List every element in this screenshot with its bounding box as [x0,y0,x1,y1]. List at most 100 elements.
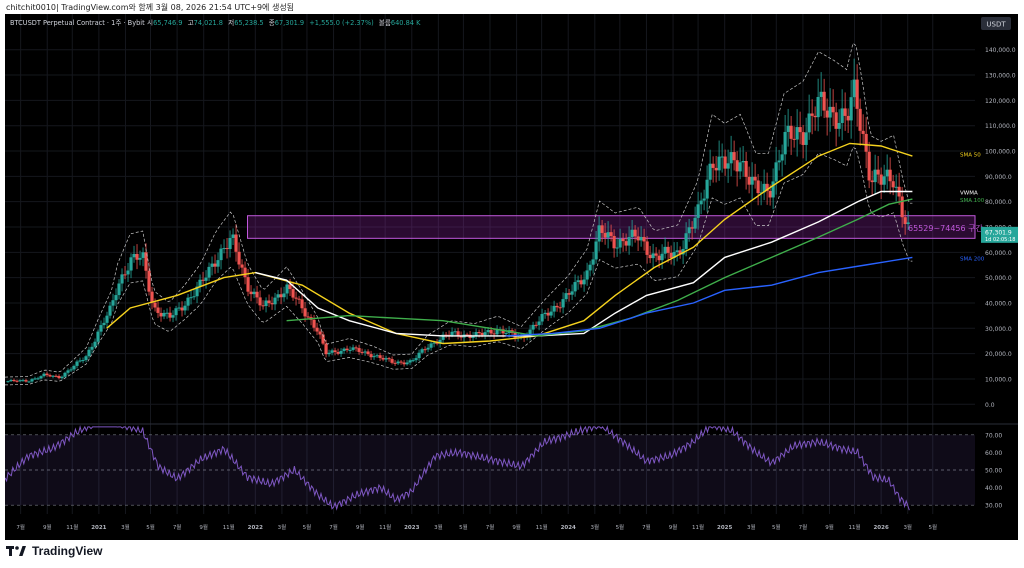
candle-body [723,156,727,169]
candle-body [486,330,490,333]
price-tick-label: 0.0 [985,402,995,409]
time-tick-label: 5월 [772,523,781,531]
candle-body [864,133,868,152]
candle-body [591,259,595,265]
candle-body [438,339,442,344]
candle-body [111,300,115,306]
candle-body [882,176,886,185]
tradingview-logo-text: TradingView [32,544,103,558]
candle-body [234,234,238,252]
candle-body [750,176,754,185]
candle-body [141,252,145,258]
price-tick-label: 50,000.0 [985,275,1012,282]
candle-body [261,305,265,307]
candle-body [585,270,589,280]
candle-body [336,352,340,354]
rsi-tick-label: 70.00 [985,432,1002,439]
last-price-value: 67,301.9 [985,229,1012,236]
candle-body [24,380,28,382]
candle-body [576,280,580,283]
time-tick-label: 3월 [903,523,912,531]
candle-body [36,378,40,380]
ma-line-vwma [255,190,913,337]
candle-body [891,181,895,188]
candle-body [414,358,418,361]
candle-body [900,196,904,218]
time-tick-label: 2021 [91,525,106,531]
candle-body [87,349,91,357]
close-value: 67,301.9 [275,19,304,27]
price-tick-label: 10,000.0 [985,376,1012,383]
candle-body [246,277,250,292]
candle-body [435,342,439,344]
candle-body [786,125,790,132]
candle-body [207,266,211,278]
candle-body [852,79,856,98]
time-tick-label: 7월 [173,523,182,531]
currency-badge[interactable] [981,17,1011,30]
candle-body [627,237,631,246]
time-tick-label: 3월 [434,523,443,531]
candle-body [861,130,865,134]
time-tick-label: 9월 [43,523,52,531]
candle-body [741,161,745,163]
candle-body [849,97,853,121]
ma-line-sma-200 [505,256,913,337]
time-tick-label: 2023 [404,525,419,531]
candle-body [75,361,79,366]
candle-body [906,222,910,225]
candle-body [726,163,730,169]
candle-body [648,254,652,259]
candle-body [171,315,175,318]
candle-body [156,307,160,313]
candle-body [135,253,139,260]
candle-body [390,359,394,363]
candle-body [351,347,355,350]
candle-body [375,355,379,357]
candle-body [378,355,382,358]
candle-body [57,376,61,379]
time-axis[interactable]: 7월 9월 11월 2021 3월 5월 7월 9월 11월 2022 3월 5월 7월 9월 11월 202… [16,523,937,531]
candle-body [795,127,799,140]
candles-layer [6,58,910,383]
volume-value: 640.84 K [391,19,421,27]
candle-body [828,106,832,118]
candle-body [678,250,682,255]
rsi-tick-label: 40.00 [985,485,1002,492]
tradingview-logo[interactable]: TradingView [6,544,102,558]
candle-body [810,113,814,116]
candle-body [831,106,835,113]
candle-body [312,319,316,328]
candle-body [702,198,706,201]
candle-body [477,332,481,334]
grid-lines [5,14,1018,514]
candle-body [90,346,94,350]
candle-body [711,163,715,168]
candle-body [888,169,892,182]
candle-body [420,349,424,353]
lower-band-line [5,146,913,386]
candle-body [273,297,277,305]
time-tick-label: 2024 [561,525,576,531]
price-axis[interactable]: 0.0 10,000.0 20,000.0 30,000.0 40,000.0 50,00… [981,47,1018,409]
candle-body [117,283,121,296]
candle-body [264,300,268,306]
candle-body [210,263,214,267]
candle-body [348,349,352,351]
candle-body [687,227,691,234]
close-label: 종 [269,19,275,27]
candle-body [384,358,388,360]
time-tick-label: 11월 [536,523,548,531]
time-tick-label: 5월 [928,523,937,531]
candle-body [756,180,760,194]
candle-body [858,108,862,131]
rsi-band-fill [5,434,975,506]
candle-body [783,131,787,155]
candle-body [771,181,775,198]
candle-body [684,233,688,249]
candle-body [105,315,109,323]
top-caption-bar: chitchit0010| TradingView.com와 함께 3월 08,… [0,0,1024,14]
candle-body [621,238,625,242]
candle-body [162,312,166,317]
